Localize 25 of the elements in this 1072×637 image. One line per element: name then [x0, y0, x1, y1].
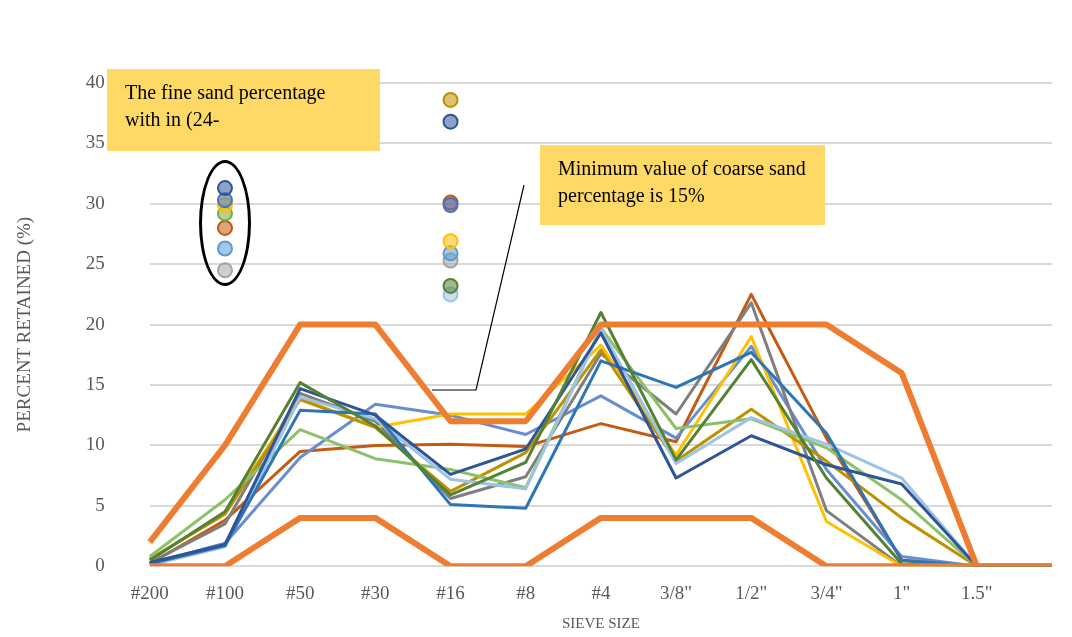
x-tick-label: 3/8" [660, 581, 693, 603]
x-tick-label: #16 [436, 581, 465, 603]
x-tick-label: #8 [516, 581, 536, 603]
y-tick-label: 5 [95, 493, 105, 515]
callout-box: Minimum value of coarse sand percentage is 15% [540, 145, 825, 225]
callout-box: The fine sand percentage with in (24- [107, 69, 380, 151]
x-tick-label: #50 [285, 581, 315, 603]
y-tick-label: 0 [95, 554, 105, 576]
x-tick-label: 1.5" [961, 581, 993, 603]
x-tick-label: 3/4" [810, 581, 843, 603]
x-axis-title: SIEVE SIZE [561, 614, 640, 631]
x-tick-label: 1/2" [735, 581, 768, 603]
y-tick-label: 20 [85, 312, 105, 334]
y-tick-label: 40 [85, 70, 105, 92]
y-tick-label: 30 [85, 191, 105, 213]
y-tick-label: 10 [85, 433, 105, 455]
x-tick-label: #30 [361, 581, 390, 603]
y-tick-label: 15 [85, 372, 105, 394]
y-tick-label: 25 [85, 252, 105, 274]
y-tick-label: 35 [85, 131, 105, 153]
x-tick-label: #4 [591, 581, 611, 603]
x-tick-label: #200 [130, 581, 169, 603]
y-axis-title: PERCENT RETAINED (%) [13, 216, 36, 433]
x-tick-label: 1" [893, 581, 911, 603]
x-tick-label: #100 [205, 581, 244, 603]
